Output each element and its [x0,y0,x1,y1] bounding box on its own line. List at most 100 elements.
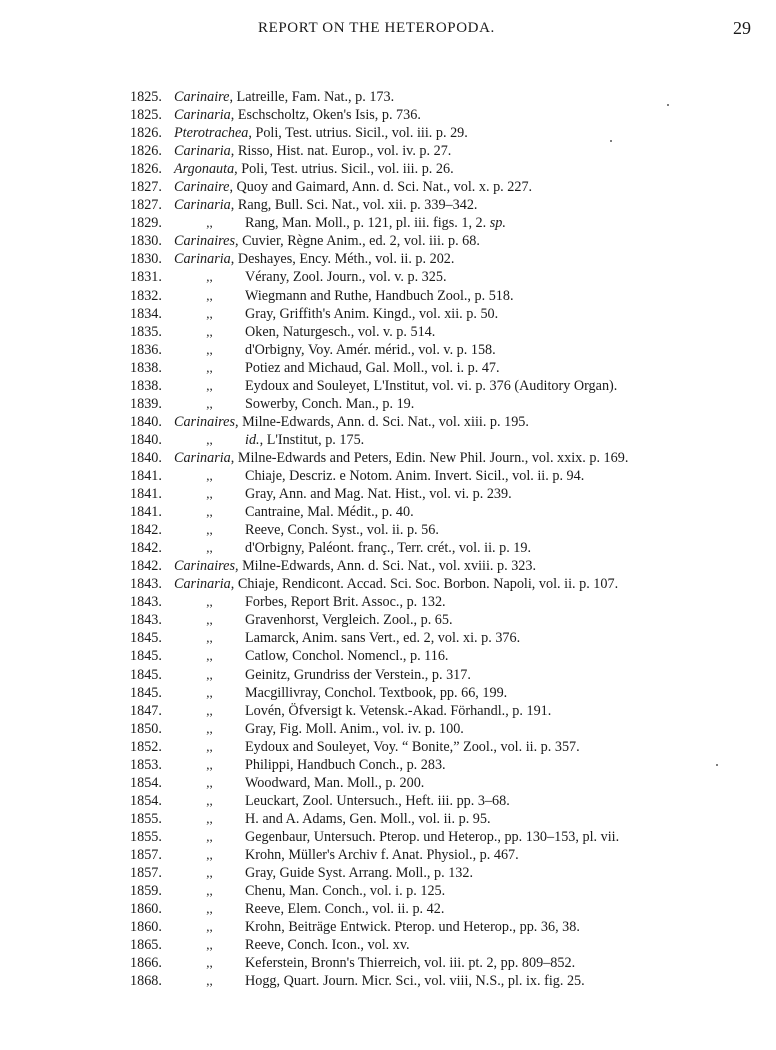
bibliography-entry: 1842.,, d'Orbigny, Paléont. franç., Terr.… [130,539,750,557]
bibliography-entry: 1831.,, Vérany, Zool. Journ., vol. v. p. … [130,268,750,286]
entry-year: 1829. [130,215,162,232]
entry-italic-prefix: id. [245,431,260,448]
entry-reference: Geinitz, Grundriss der Verstein., p. 317… [245,666,471,683]
ditto-mark: ,, [206,522,213,538]
scan-speck [667,104,669,106]
entry-reference: Milne-Edwards and Peters, Edin. New Phil… [237,449,629,466]
entry-genus: Carinaria [174,197,231,214]
entry-reference: Latreille, Fam. Nat., p. 173. [236,89,395,105]
entry-reference: Reeve, Conch. Icon., vol. xv. [245,937,410,954]
entry-reference: Gravenhorst, Vergleich. Zool., p. 65. [245,612,453,629]
bibliography-entry: 1826. Argonauta, Poli, Test. utrius. Sici… [130,160,750,178]
bibliography-entry: 1866.,, Keferstein, Bronn's Thierreich, v… [130,954,750,972]
entry-year: 1857. [130,846,162,863]
scan-speck [610,140,612,142]
entry-reference: Lovén, Öfversigt k. Vetensk.-Akad. Förha… [245,702,552,719]
entry-year: 1854. [130,792,162,809]
scan-speck [716,764,718,766]
bibliography-entry: 1843. Carinaria, Chiaje, Rendicont. Accad… [130,575,750,593]
entry-year: 1840. [130,413,162,430]
separator: , [234,233,243,250]
entry-reference: Risso, Hist. nat. Europ., vol. iv. p. 27… [237,143,452,160]
entry-reference: Gegenbaur, Untersuch. Pterop. und Hetero… [245,828,620,845]
entry-year: 1852. [130,738,162,755]
entry-year: 1841. [130,467,162,484]
entry-year: 1843. [130,594,162,611]
entry-reference: Rang, Man. Moll., p. 121, pl. iii. figs.… [245,215,490,232]
bibliography-entry: 1852.,, Eydoux and Souleyet, Voy. “ Bonit… [130,738,750,756]
entry-genus: Carinaria [174,576,231,593]
entry-reference: Lamarck, Anim. sans Vert., ed. 2, vol. x… [245,630,521,647]
bibliography-entry: 1842. Carinaires, Milne-Edwards, Ann. d. … [130,557,750,575]
ditto-mark: ,, [206,702,213,718]
ditto-mark: ,, [206,865,213,881]
bibliography-entry: 1854.,, Woodward, Man. Moll., p. 200. [130,774,750,792]
entry-reference: d'Orbigny, Paléont. franç., Terr. crét.,… [245,540,532,557]
entry-year: 1840. [130,431,162,448]
entry-genus: Carinaria [174,251,231,268]
entry-reference: Cantraine, Mal. Médit., p. 40. [245,504,414,521]
entry-reference: Woodward, Man. Moll., p. 200. [245,774,425,791]
entry-italic-suffix: sp. [489,215,506,232]
entry-year: 1841. [130,486,162,503]
bibliography-entry: 1865.,, Reeve, Conch. Icon., vol. xv. [130,936,750,954]
ditto-mark: ,, [206,846,213,862]
ditto-mark: ,, [206,810,213,826]
entry-genus: Argonauta [174,161,235,178]
separator: , [234,413,243,430]
entry-year: 1845. [130,630,162,647]
entry-reference: d'Orbigny, Voy. Amér. mérid., vol. v. p.… [245,341,496,358]
entry-reference: Reeve, Conch. Syst., vol. ii. p. 56. [245,522,439,539]
entry-reference: Milne-Edwards, Ann. d. Sci. Nat., vol. x… [242,558,537,575]
bibliography-entry: 1847.,, Lovén, Öfversigt k. Vetensk.-Akad… [130,702,750,720]
ditto-mark: ,, [206,883,213,899]
entry-reference: Chenu, Man. Conch., vol. i. p. 125. [245,883,446,900]
entry-reference: Vérany, Zool. Journ., vol. v. p. 325. [245,269,447,286]
bibliography-entry: 1825. Carinaire, Latreille, Fam. Nat., p.… [130,88,750,106]
entry-reference: Potiez and Michaud, Gal. Moll., vol. i. … [245,359,500,376]
bibliography-entry: 1826. Carinaria, Risso, Hist. nat. Europ.… [130,142,750,160]
entry-year: 1859. [130,883,162,900]
bibliography-entry: 1841.,, Cantraine, Mal. Médit., p. 40. [130,503,750,521]
ditto-mark: ,, [206,612,213,628]
bibliography-entry: 1843.,, Forbes, Report Brit. Assoc., p. 1… [130,593,750,611]
ditto-mark: ,, [206,594,213,610]
ditto-mark: ,, [206,323,213,339]
separator: , [248,125,256,142]
separator: , [234,558,243,575]
separator: , [229,179,237,196]
bibliography-entry: 1843.,, Gravenhorst, Vergleich. Zool., p.… [130,611,750,629]
bibliography-entry: 1859.,, Chenu, Man. Conch., vol. i. p. 12… [130,882,750,900]
ditto-mark: ,, [206,504,213,520]
entry-year: 1826. [130,143,162,160]
ditto-mark: ,, [206,287,213,303]
bibliography-entry: 1839.,, Sowerby, Conch. Man., p. 19. [130,395,750,413]
entry-year: 1826. [130,125,162,142]
entry-reference: Milne-Edwards, Ann. d. Sci. Nat., vol. x… [242,413,529,430]
bibliography-entry: 1840. Carinaria, Milne-Edwards and Peters… [130,449,750,467]
entry-reference: Chiaje, Descriz. e Notom. Anim. Invert. … [245,467,585,484]
entry-year: 1832. [130,287,162,304]
bibliography-entry: 1855.,, Gegenbaur, Untersuch. Pterop. und… [130,828,750,846]
entry-year: 1835. [130,323,162,340]
ditto-mark: ,, [206,269,213,285]
entry-reference: Eydoux and Souleyet, L'Institut, vol. vi… [245,377,618,394]
entry-reference: Gray, Ann. and Mag. Nat. Hist., vol. vi.… [245,486,512,503]
entry-genus: Carinaires [174,558,235,575]
entry-genus: Pterotrachea [174,125,249,142]
bibliography-entry: 1850.,, Gray, Fig. Moll. Anim., vol. iv. … [130,720,750,738]
entry-year: 1830. [130,251,162,268]
entry-reference: Eydoux and Souleyet, Voy. “ Bonite,” Zoo… [245,738,580,755]
entry-reference: Macgillivray, Conchol. Textbook, pp. 66,… [245,684,508,701]
bibliography-entry: 1845.,, Geinitz, Grundriss der Verstein.,… [130,666,750,684]
entry-reference: Philippi, Handbuch Conch., p. 283. [245,756,446,773]
bibliography-entry: 1853.,, Philippi, Handbuch Conch., p. 283… [130,756,750,774]
entry-year: 1865. [130,937,162,954]
bibliography-entry: 1857.,, Krohn, Müller's Archiv f. Anat. P… [130,846,750,864]
entry-reference: H. and A. Adams, Gen. Moll., vol. ii. p.… [245,810,491,827]
bibliography-entry: 1836.,, d'Orbigny, Voy. Amér. mérid., vol… [130,341,750,359]
entry-year: 1841. [130,504,162,521]
entry-year: 1845. [130,684,162,701]
bibliography-entry: 1825. Carinaria, Eschscholtz, Oken's Isis… [130,106,750,124]
entry-year: 1860. [130,901,162,918]
